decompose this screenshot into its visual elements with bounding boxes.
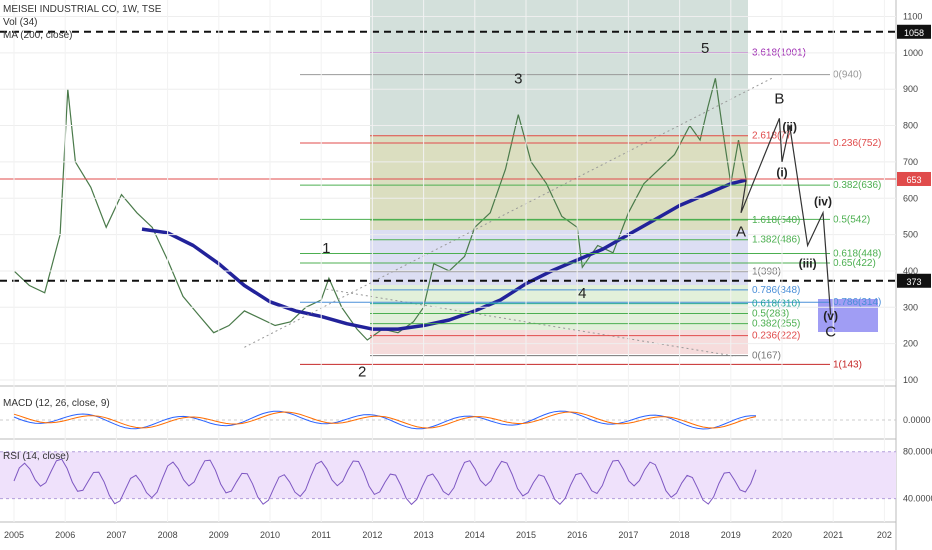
time-tick-label: 2005 (4, 530, 24, 540)
fib-label: 0.236(752) (833, 138, 881, 149)
price-badge (897, 171, 931, 186)
price-badge-label: 373 (906, 277, 921, 287)
fib-ext-label: 0.786(348) (752, 285, 800, 296)
fib-label: 0.5(542) (833, 214, 870, 225)
projection-path (740, 118, 832, 315)
rsi-tick-label: 80.0000 (903, 447, 932, 457)
wave-label: B (774, 91, 784, 108)
price-badge (897, 24, 931, 39)
time-tick-label: 2016 (567, 530, 587, 540)
rsi-band (0, 451, 896, 499)
fib-label: 0(940) (833, 70, 862, 81)
wave-label: 5 (701, 40, 709, 57)
time-tick-label: 2020 (772, 530, 792, 540)
price-tick-label: 700 (903, 157, 918, 167)
price-tick-label: 400 (903, 266, 918, 276)
time-tick-label: 2015 (516, 530, 536, 540)
time-tick-label: 2007 (106, 530, 126, 540)
fib-ext-label: 0(167) (752, 351, 781, 362)
wave-label: 4 (578, 285, 586, 302)
wave-label: (iv) (814, 195, 832, 209)
time-tick-label: 2021 (823, 530, 843, 540)
fib-ext-label: 1.382(486) (752, 235, 800, 246)
price-tick-label: 500 (903, 230, 918, 240)
wave-label: A (736, 223, 746, 240)
signal-line (13, 411, 757, 429)
time-tick-label: 2019 (721, 530, 741, 540)
fib-ext-label: 0.5(283) (752, 308, 789, 319)
time-tick-label: 2014 (465, 530, 485, 540)
trend-line (326, 288, 737, 357)
price-tick-label: 300 (903, 302, 918, 312)
macd-plot: 0.0000 (0, 410, 931, 430)
time-tick-label: 2010 (260, 530, 280, 540)
rsi-tick-label: 40.0000 (903, 494, 932, 504)
macd-tick-label: 0.0000 (903, 415, 931, 425)
fib-zone-lower (370, 230, 748, 285)
rsi-line (13, 458, 757, 506)
trend-line (244, 77, 772, 348)
time-tick-label: 2009 (209, 530, 229, 540)
fib-zone-mid (370, 135, 748, 230)
fib-zone-bottom (370, 330, 748, 354)
rsi-legend: RSI (14, close) (3, 451, 70, 462)
chart-title: MEISEI INDUSTRIAL CO, 1W, TSE (3, 4, 162, 15)
fib-ext-label: 1.618(540) (752, 215, 800, 226)
wave-label: (iii) (799, 256, 817, 270)
time-tick-label: 202 (877, 530, 892, 540)
time-tick-label: 2006 (55, 530, 75, 540)
fib-label: 0.618(448) (833, 249, 881, 260)
price-badge-label: 653 (906, 175, 921, 185)
price-badges: 1058 653 373 (0, 24, 931, 288)
wave-label: 2 (358, 363, 366, 380)
time-tick-label: 2018 (670, 530, 690, 540)
macd-pane[interactable] (0, 387, 896, 437)
fib-label: 1(143) (833, 359, 862, 370)
time-tick-label: 2008 (158, 530, 178, 540)
fib-ext-label: 0.618(310) (752, 299, 800, 310)
vol-legend: Vol (34) (3, 17, 38, 28)
time-tick-label: 2012 (362, 530, 382, 540)
price-tick-label: 200 (903, 339, 918, 349)
macd-line (13, 410, 756, 430)
fib-label: 0.382(636) (833, 180, 881, 191)
price-tick-label: 600 (903, 193, 918, 203)
price-tick-label: 1100 (903, 12, 922, 22)
wave-label: (i) (776, 165, 787, 179)
wave-label: 3 (514, 71, 522, 88)
wave-label: 1 (322, 240, 330, 257)
fib-ext-label: 0.236(222) (752, 331, 800, 342)
time-axis: 2005 2006 2007 2008 2009 2010 2011 2012 2013 2014… (4, 0, 892, 540)
time-tick-label: 2011 (312, 530, 331, 540)
price-tick-label: 1000 (903, 48, 923, 58)
price-tick-label: 800 (903, 121, 918, 131)
wave-label: (v) (823, 309, 838, 323)
fib-ext-label: 0.382(255) (752, 319, 800, 330)
price-tick-label: 100 (903, 375, 918, 385)
price-badge (897, 273, 931, 288)
time-tick-label: 2017 (618, 530, 638, 540)
price-tick-label: 900 (903, 84, 918, 94)
macd-legend: MACD (12, 26, close, 9) (3, 398, 110, 409)
fib-label: 0.786(314) (833, 297, 881, 308)
wave-label: C (825, 323, 836, 340)
price-badge-label: 1058 (904, 28, 924, 38)
time-tick-label: 2013 (414, 530, 434, 540)
target-box[interactable] (818, 299, 878, 332)
fib-ext-label: 1(398) (752, 267, 781, 278)
fib-label: 0.65(422) (833, 258, 876, 269)
rsi-plot: 80.0000 40.0000 (0, 447, 932, 506)
ma-legend: MA (200, close) (3, 30, 73, 41)
fib-zone-top (370, 0, 748, 135)
